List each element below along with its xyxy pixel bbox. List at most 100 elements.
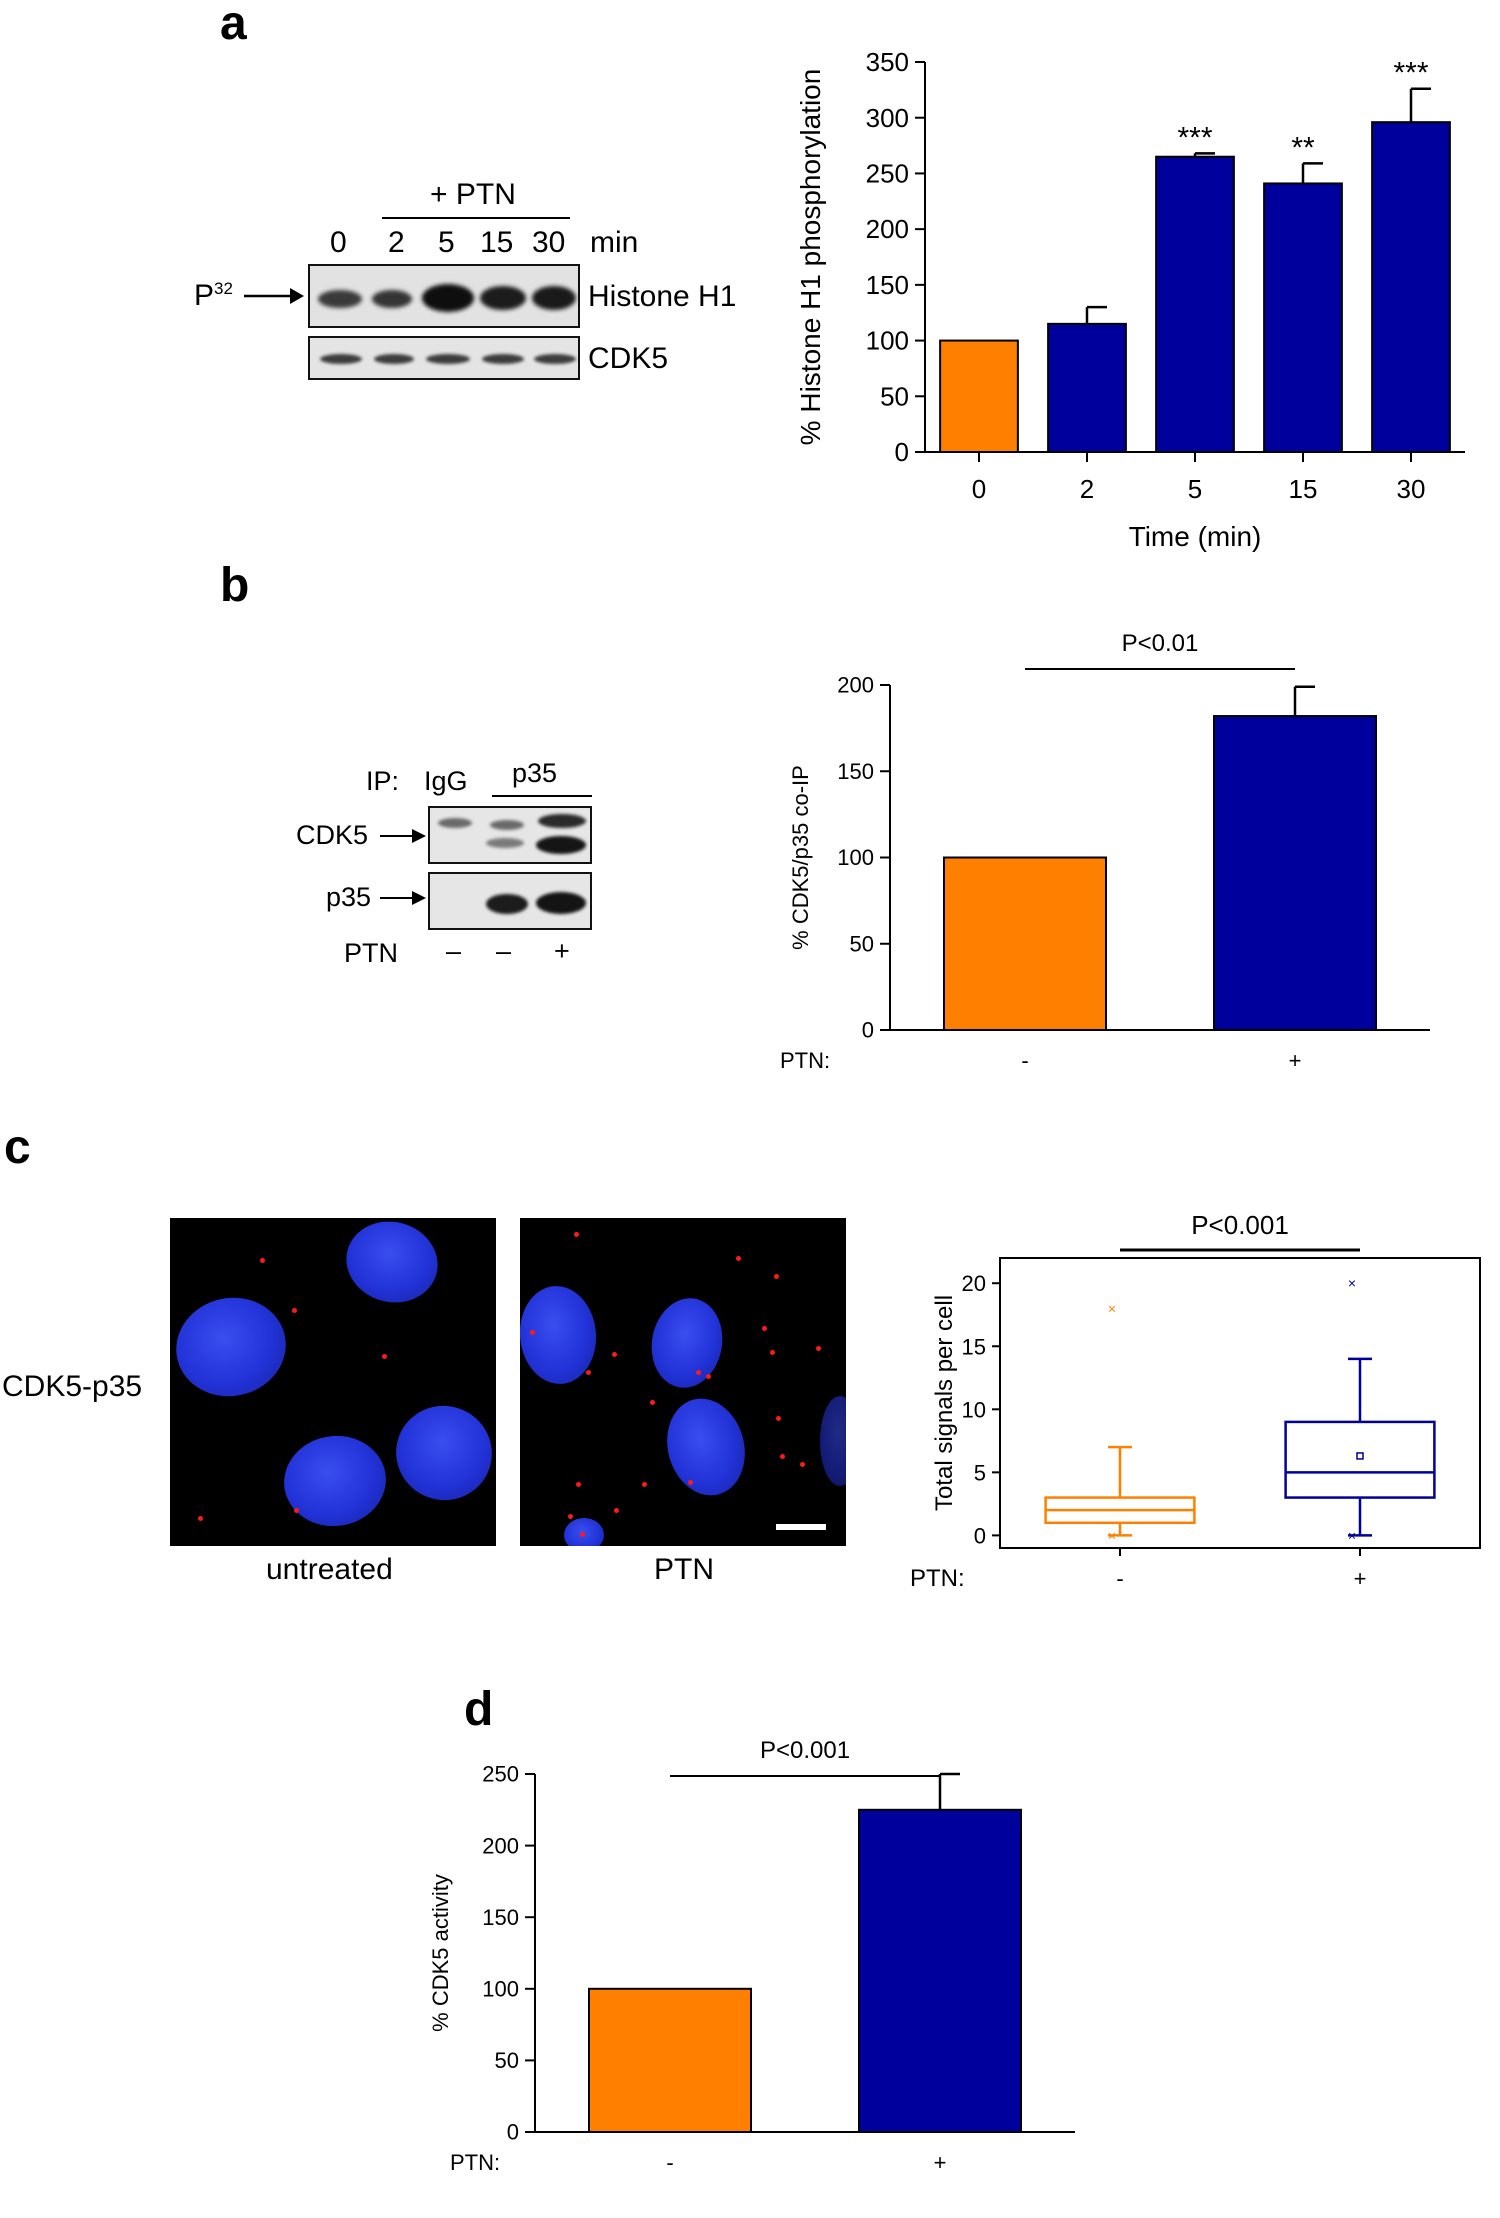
marker-sup: 32 (214, 279, 233, 298)
micrograph-ptn-label: PTN (654, 1553, 714, 1586)
band (318, 290, 362, 308)
y-tick-label: 50 (880, 381, 909, 411)
blot-b-arrow-p35 (380, 891, 426, 905)
bar (1155, 155, 1235, 453)
blot-a-lane-30: 30 (532, 226, 566, 259)
signal-dot (774, 1274, 779, 1279)
band (486, 838, 524, 848)
blot-a-unit: min (590, 226, 639, 259)
band (536, 836, 586, 854)
blot-a-group-line (382, 217, 570, 219)
y-tick-label: 350 (866, 50, 909, 77)
blot-b-treatment-label: PTN (344, 938, 398, 968)
band (374, 354, 414, 364)
band (426, 354, 470, 364)
bar (588, 1987, 752, 2133)
blot-a-row-histone: Histone H1 (588, 280, 737, 313)
signal-dot (294, 1508, 299, 1513)
blot-b-ip-label: IP: (366, 766, 400, 796)
y-tick-label: 200 (837, 673, 874, 698)
signal-dot (382, 1354, 387, 1359)
y-tick-label: 50 (495, 2048, 519, 2073)
bar (939, 339, 1019, 454)
y-tick-label: 0 (895, 437, 909, 467)
blot-a-lane-15: 15 (480, 226, 514, 259)
signal-dot (650, 1400, 655, 1405)
signal-dot (688, 1480, 693, 1485)
x-tick-label: - (1116, 1566, 1123, 1591)
y-tick-label: 300 (866, 103, 909, 133)
band (320, 354, 362, 364)
x-axis-title: Time (min) (1129, 521, 1262, 552)
x-tick-label: - (1021, 1048, 1028, 1073)
y-tick-label: 150 (482, 1905, 519, 1930)
y-axis-title: % CDK5 activity (428, 1874, 453, 2032)
y-axis-title: Total signals per cell (931, 1295, 958, 1511)
chart-c: 0 5 10 15 20 × × - × × + PTN: Total signals per cell… (910, 1210, 1481, 1592)
micrograph-ptn (520, 1218, 846, 1546)
band (438, 818, 472, 828)
blot-b-p35-strip (428, 872, 592, 930)
y-tick-label: 100 (837, 845, 874, 870)
x-tick-label: + (934, 2150, 947, 2175)
blot-b-treatment-2: + (554, 936, 570, 966)
significance-stars: *** (1393, 57, 1428, 90)
band (538, 814, 586, 828)
significance-stars: *** (1177, 121, 1212, 154)
y-tick-label: 0 (974, 1523, 986, 1548)
significance-label: P<0.001 (1191, 1210, 1289, 1240)
signal-dot (776, 1416, 781, 1421)
nucleus (820, 1396, 846, 1486)
signal-dot (780, 1454, 785, 1459)
signal-dot (580, 1532, 585, 1537)
box (1284, 1420, 1436, 1499)
chart-d: 0 50 100 150 200 250 - + PTN: % CDK5 activity P<0.… (428, 1737, 1075, 2175)
y-tick-label: 5 (974, 1460, 986, 1485)
panel-label-d: d (464, 1683, 494, 1736)
y-axis-title: % Histone H1 phosphorylation (795, 69, 826, 446)
band (532, 286, 576, 310)
blot-b-row-cdk5: CDK5 (296, 820, 369, 850)
marker-p: P (194, 279, 215, 312)
bar (1263, 182, 1343, 453)
nucleus (170, 1287, 295, 1407)
signal-dot (816, 1346, 821, 1351)
signal-dot (770, 1350, 775, 1355)
blot-a-lane-0: 0 (330, 226, 347, 259)
x-tick-label: 2 (1080, 474, 1094, 504)
micrograph-untreated-label: untreated (266, 1553, 393, 1586)
blot-b-treatment-0: – (446, 936, 462, 966)
signal-dot (800, 1462, 805, 1467)
bar (1213, 715, 1377, 1032)
y-tick-label: 250 (866, 159, 909, 189)
y-tick-label: 250 (482, 1762, 519, 1787)
outlier-marker: × (1348, 1527, 1356, 1543)
blot-b-row-p35: p35 (326, 882, 372, 912)
x-tick-label: - (666, 2150, 673, 2175)
signal-dot (586, 1370, 591, 1375)
panel-c-row-label: CDK5-p35 (2, 1370, 143, 1403)
panel-label-b: b (220, 559, 250, 612)
outlier-marker: × (1108, 1527, 1116, 1543)
band (422, 284, 474, 312)
signal-dot (568, 1514, 573, 1519)
band (372, 290, 412, 308)
signal-dot (530, 1330, 535, 1335)
signal-dot (696, 1370, 701, 1375)
bar (1047, 322, 1127, 453)
x-tick-label: 30 (1397, 474, 1426, 504)
y-tick-label: 100 (482, 1977, 519, 2002)
signal-dot (736, 1256, 741, 1261)
blot-b-arrow-cdk5 (380, 829, 426, 843)
blot-a-cdk5-strip (308, 336, 580, 380)
x-axis-title: PTN: (910, 1565, 965, 1592)
x-axis-title: PTN: (780, 1048, 830, 1073)
y-tick-label: 150 (837, 759, 874, 784)
scale-bar (776, 1524, 826, 1530)
y-tick-label: 20 (962, 1271, 986, 1296)
blot-a-lane-2: 2 (388, 226, 405, 259)
x-axis-title: PTN: (450, 2150, 500, 2175)
blot-a-marker-arrow (244, 288, 304, 304)
y-tick-label: 100 (866, 326, 909, 356)
mean-marker (1356, 1452, 1364, 1460)
